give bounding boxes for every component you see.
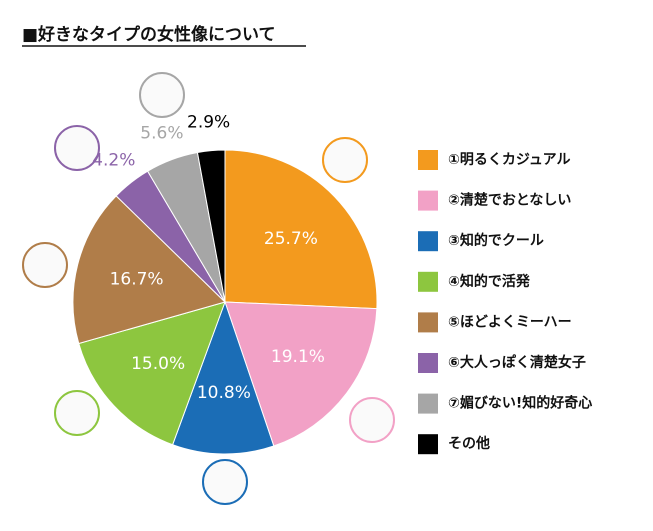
avatar bbox=[202, 459, 248, 505]
value-label: 5.6% bbox=[140, 123, 183, 143]
legend-swatch bbox=[418, 312, 438, 333]
legend-swatch bbox=[418, 434, 438, 455]
pie-slice bbox=[224, 301, 378, 447]
legend-label: ⑦媚びない!知的好奇心 bbox=[448, 395, 592, 412]
legend-swatch bbox=[418, 150, 438, 170]
avatar bbox=[22, 242, 68, 288]
pie-slice bbox=[78, 301, 226, 446]
legend-swatch bbox=[418, 190, 438, 211]
value-label: 15.0% bbox=[131, 354, 185, 374]
avatar bbox=[139, 72, 185, 118]
chart-title: ■好きなタイプの女性像について bbox=[22, 24, 276, 45]
legend-swatch bbox=[418, 393, 438, 414]
pie-slice bbox=[171, 300, 275, 455]
legend-label: ①明るくカジュアル bbox=[448, 152, 570, 168]
value-label: 4.2% bbox=[92, 150, 135, 170]
avatar bbox=[349, 397, 395, 443]
legend-label: ②清楚でおとなしい bbox=[448, 192, 571, 209]
legend-label: ④知的で活発 bbox=[448, 273, 531, 290]
value-label: 16.7% bbox=[110, 270, 164, 290]
value-label: 2.9% bbox=[187, 113, 230, 133]
avatars bbox=[22, 72, 395, 505]
legend-label: その他 bbox=[448, 435, 490, 452]
pie-slice bbox=[72, 195, 226, 345]
pie-slice bbox=[196, 149, 226, 303]
legend-swatch bbox=[418, 353, 438, 373]
value-label: 25.7% bbox=[264, 229, 318, 249]
legend-label: ③知的でクール bbox=[448, 232, 544, 249]
pie-slice bbox=[224, 149, 378, 310]
legend-swatch bbox=[418, 271, 438, 292]
avatar bbox=[54, 125, 100, 171]
legend-swatch bbox=[418, 231, 438, 252]
value-label: 19.1% bbox=[271, 347, 325, 367]
value-label: 10.8% bbox=[197, 383, 251, 403]
avatar bbox=[54, 390, 100, 436]
legend-label: ⑤ほどよくミーハー bbox=[448, 314, 572, 330]
legend-label: ⑥大人っぽく清楚女子 bbox=[448, 354, 586, 371]
avatar bbox=[322, 137, 368, 183]
